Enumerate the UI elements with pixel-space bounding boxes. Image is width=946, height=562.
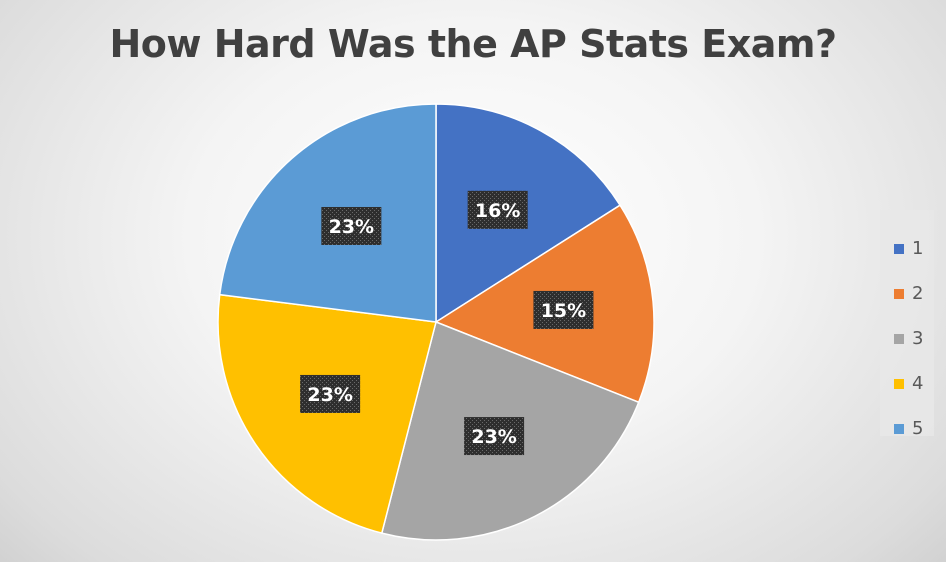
- legend-swatch: [894, 378, 904, 389]
- data-label-text: 23%: [471, 426, 516, 448]
- legend-swatch: [894, 423, 904, 434]
- data-label-box: [321, 206, 382, 245]
- data-label-1: 16%: [467, 190, 528, 229]
- chart-legend: 1 2 3 4 5: [880, 210, 934, 437]
- legend-label: 5: [912, 417, 924, 439]
- pie-slice-1: [435, 103, 622, 324]
- legend-label: 1: [912, 237, 924, 259]
- legend-label: 3: [912, 327, 924, 349]
- legend-item-2: 2: [880, 271, 934, 316]
- legend-swatch: [894, 243, 904, 254]
- legend-swatch: [894, 288, 904, 299]
- legend-item-5: 5: [880, 406, 934, 451]
- legend-item-1: 1: [880, 226, 934, 271]
- legend-label: 4: [912, 372, 924, 394]
- data-label-text: 23%: [329, 216, 374, 238]
- pie-slice-4: [217, 293, 437, 535]
- data-label-text: 16%: [475, 200, 520, 222]
- legend-label: 2: [912, 282, 924, 304]
- data-label-2: 15%: [533, 290, 594, 329]
- data-label-box: [464, 417, 525, 456]
- data-label-5: 23%: [321, 206, 382, 245]
- data-label-box: [300, 374, 361, 413]
- legend-swatch: [894, 333, 904, 344]
- data-label-4: 23%: [300, 374, 361, 413]
- pie-data-labels: 16% 15% 23% 23% 23%: [300, 190, 594, 456]
- legend-item-3: 3: [880, 316, 934, 361]
- legend-item-4: 4: [880, 361, 934, 406]
- data-label-3: 23%: [464, 417, 525, 456]
- data-label-box: [467, 190, 528, 229]
- data-label-text: 15%: [541, 300, 586, 322]
- data-label-box: [533, 290, 594, 329]
- data-label-text: 23%: [307, 384, 352, 406]
- chart-title: How Hard Was the AP Stats Exam?: [109, 22, 837, 66]
